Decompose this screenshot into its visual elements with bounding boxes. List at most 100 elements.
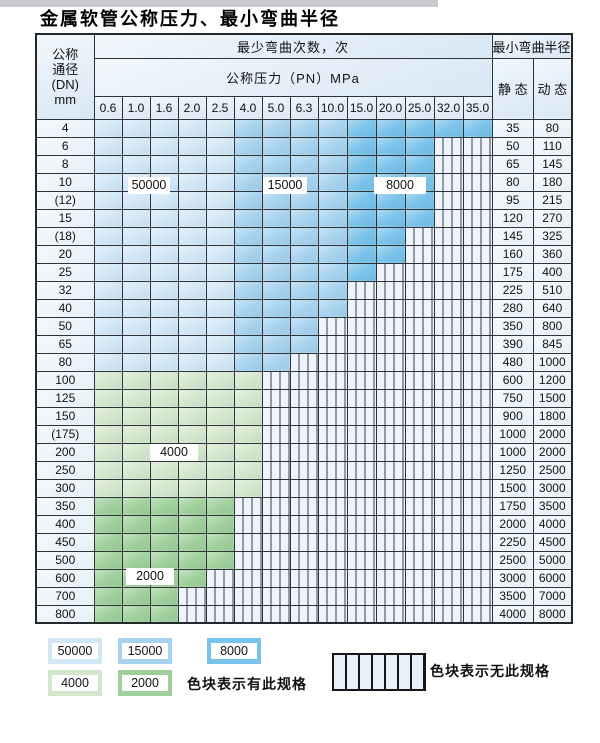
spec-cell xyxy=(375,226,406,246)
spec-cell xyxy=(177,226,207,246)
spec-cell xyxy=(149,478,179,498)
spec-cell xyxy=(121,532,151,552)
dynamic-value-cell: 80 xyxy=(533,118,573,138)
spec-cell xyxy=(233,460,263,480)
dn-cell: 32 xyxy=(35,280,95,300)
dynamic-value-cell: 845 xyxy=(533,334,573,354)
no-spec-cell xyxy=(233,550,263,570)
dn-cell: 700 xyxy=(35,586,95,606)
dynamic-header: 动 态 xyxy=(533,57,573,120)
spec-cell xyxy=(289,226,319,246)
spec-cell xyxy=(93,190,123,210)
spec-cell xyxy=(149,118,179,138)
no-spec-cell xyxy=(375,586,406,606)
spec-cell xyxy=(149,496,179,516)
no-spec-cell xyxy=(433,532,464,552)
no-spec-cell xyxy=(346,478,377,498)
no-spec-cell xyxy=(317,604,348,624)
no-spec-cell xyxy=(433,424,464,444)
static-header: 静 态 xyxy=(491,57,535,120)
spec-cell xyxy=(261,298,291,318)
no-spec-cell xyxy=(433,154,464,174)
no-spec-cell xyxy=(404,370,435,390)
spec-cell xyxy=(233,190,263,210)
dn-header-cell: 公称 通径 (DN) mm xyxy=(35,33,95,120)
spec-cell xyxy=(149,136,179,156)
spec-cell xyxy=(261,352,291,372)
dn-cell: 40 xyxy=(35,298,95,318)
no-spec-cell xyxy=(317,352,348,372)
no-spec-cell xyxy=(404,586,435,606)
spec-cell xyxy=(177,118,207,138)
no-spec-cell xyxy=(404,280,435,300)
pressure-col-header: 6.3 xyxy=(289,95,319,120)
static-value-cell: 65 xyxy=(491,154,535,174)
no-spec-cell xyxy=(462,262,493,282)
cycles-label-15000: 15000 xyxy=(263,177,307,194)
dynamic-value-cell: 145 xyxy=(533,154,573,174)
spec-cell xyxy=(233,316,263,336)
spec-cell xyxy=(121,262,151,282)
spec-cell xyxy=(205,352,235,372)
no-spec-cell xyxy=(317,568,348,588)
no-spec-cell xyxy=(346,388,377,408)
spec-cell xyxy=(177,550,207,570)
no-spec-cell xyxy=(462,136,493,156)
no-spec-cell xyxy=(317,478,348,498)
no-spec-cell xyxy=(404,334,435,354)
table-row-dn-175: (175) 1000 2000 xyxy=(35,424,573,444)
dn-cell: (175) xyxy=(35,424,95,444)
no-spec-cell xyxy=(433,334,464,354)
no-spec-cell xyxy=(261,478,291,498)
spec-cell xyxy=(177,406,207,426)
static-value-cell: 600 xyxy=(491,370,535,390)
dn-cell: 500 xyxy=(35,550,95,570)
spec-cell xyxy=(233,262,263,282)
static-value-cell: 35 xyxy=(491,118,535,138)
legend-swatch-label: 4000 xyxy=(52,675,98,691)
table-row-dn-18: (18) 145 325 xyxy=(35,226,573,246)
no-spec-cell xyxy=(289,424,319,444)
spec-cell xyxy=(177,334,207,354)
spec-cell xyxy=(177,370,207,390)
no-spec-cell xyxy=(462,568,493,588)
table-row-dn-400: 400 2000 4000 xyxy=(35,514,573,534)
spec-cell xyxy=(177,424,207,444)
dynamic-value-cell: 1800 xyxy=(533,406,573,426)
no-spec-cell xyxy=(289,460,319,480)
table-row-dn-4: 4 35 80 xyxy=(35,118,573,138)
spec-cell xyxy=(317,208,348,228)
spec-cell xyxy=(149,586,179,606)
spec-cell xyxy=(205,550,235,570)
no-spec-cell xyxy=(289,586,319,606)
no-spec-cell xyxy=(404,316,435,336)
no-spec-cell xyxy=(346,532,377,552)
spec-cell xyxy=(233,406,263,426)
pressure-col-header: 10.0 xyxy=(317,95,348,120)
spec-table: 公称 通径 (DN) mm 最少弯曲次数，次 最小弯曲半径 公称压力（PN）MP… xyxy=(35,33,573,624)
no-spec-cell xyxy=(433,244,464,264)
spec-cell xyxy=(205,460,235,480)
static-value-cell: 3000 xyxy=(491,568,535,588)
table-row-dn-20: 20 160 360 xyxy=(35,244,573,264)
no-spec-cell xyxy=(289,514,319,534)
no-spec-cell xyxy=(317,532,348,552)
no-spec-cell xyxy=(462,334,493,354)
no-spec-cell xyxy=(433,388,464,408)
table-row-dn-200: 200 1000 2000 xyxy=(35,442,573,462)
no-spec-cell xyxy=(404,298,435,318)
spec-cell xyxy=(93,316,123,336)
spec-cell xyxy=(177,280,207,300)
table-row-dn-700: 700 3500 7000 xyxy=(35,586,573,606)
no-spec-cell xyxy=(233,604,263,624)
spec-cell xyxy=(177,316,207,336)
no-spec-cell xyxy=(233,514,263,534)
table-row-dn-15: 15 120 270 xyxy=(35,208,573,228)
table-row-dn-100: 100 600 1200 xyxy=(35,370,573,390)
spec-cell xyxy=(121,118,151,138)
spec-cell xyxy=(93,334,123,354)
cycles-label-50000: 50000 xyxy=(128,177,170,194)
spec-cell xyxy=(177,298,207,318)
static-value-cell: 480 xyxy=(491,352,535,372)
table-row-dn-450: 450 2250 4500 xyxy=(35,532,573,552)
